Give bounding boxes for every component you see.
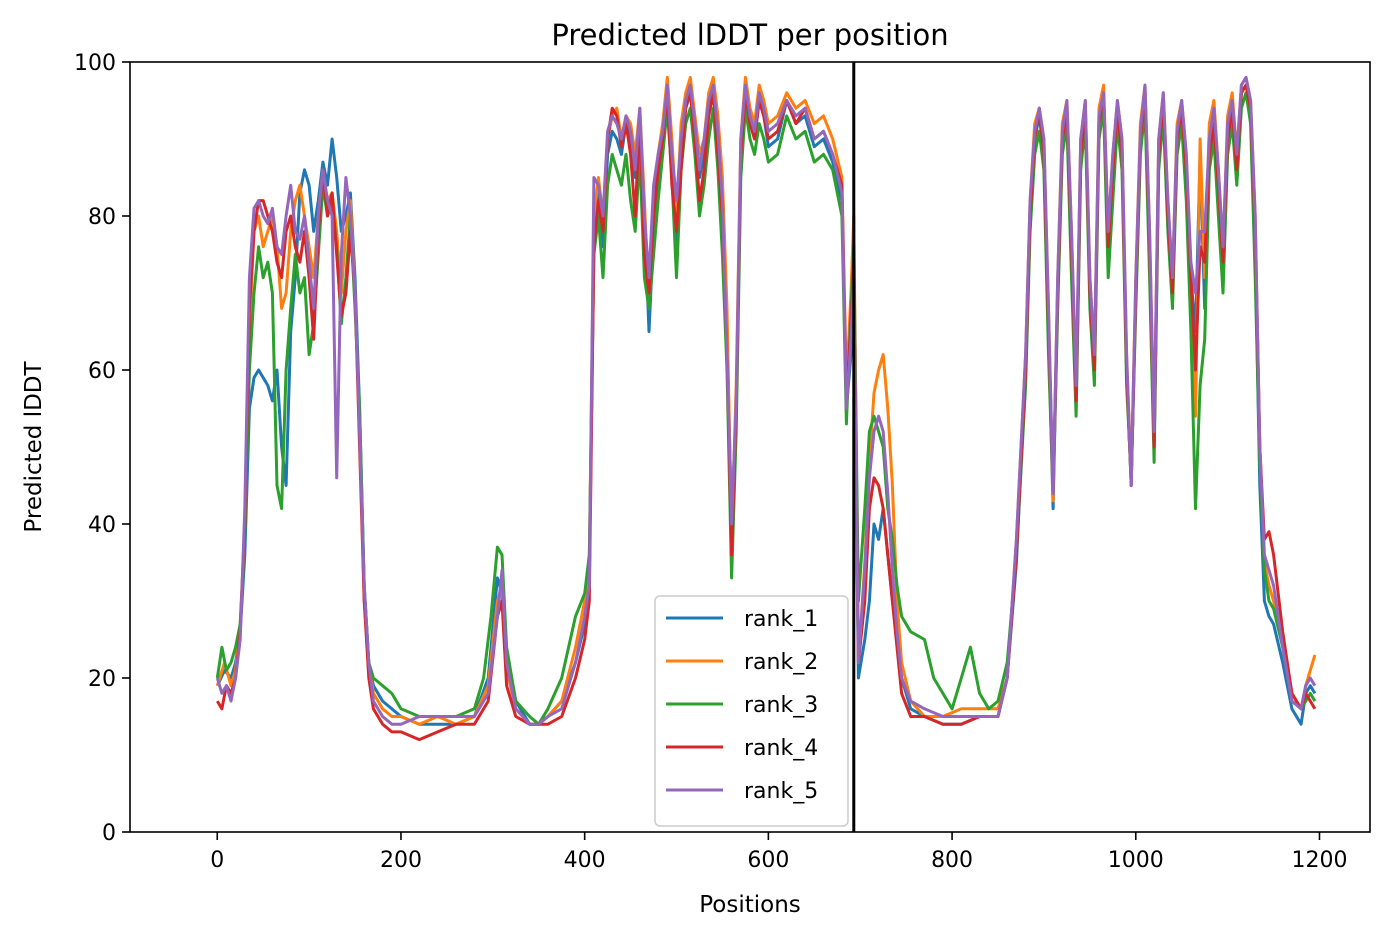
- series-line-rank-5: [215, 75, 1317, 726]
- y-tick-label: 100: [74, 51, 116, 76]
- y-tick-label: 80: [88, 205, 116, 230]
- chart-title: Predicted lDDT per position: [551, 18, 948, 52]
- x-tick-label: 200: [380, 848, 422, 873]
- legend-label: rank_2: [744, 650, 818, 675]
- legend-label: rank_4: [744, 736, 818, 761]
- legend-item: rank_3: [666, 693, 818, 718]
- legend-item: rank_5: [666, 779, 818, 804]
- x-tick-label: 0: [210, 848, 224, 873]
- legend-item: rank_2: [666, 650, 818, 675]
- y-tick-label: 0: [102, 821, 116, 846]
- plot-frame: [129, 61, 1371, 833]
- legend-box: [654, 595, 849, 827]
- legend-label: rank_5: [744, 779, 818, 804]
- legend-item: rank_4: [666, 736, 818, 761]
- y-tick-label: 60: [88, 359, 116, 384]
- x-tick-label: 600: [747, 848, 789, 873]
- series-layer: [215, 75, 1317, 742]
- y-tick-label: 40: [88, 513, 116, 538]
- y-axis: 0 20 40 60 80 100: [74, 51, 130, 846]
- x-tick-label: 1200: [1291, 848, 1347, 873]
- legend-label: rank_3: [744, 693, 818, 718]
- legend-label: rank_1: [744, 607, 818, 632]
- legend-item: rank_1: [666, 607, 818, 632]
- y-axis-label: Predicted lDDT: [21, 360, 47, 532]
- x-axis-label: Positions: [699, 892, 801, 918]
- legend: rank_1 rank_2 rank_3 rank_4 rank_5: [654, 595, 849, 827]
- x-axis: 0 200 400 600 800 1000 1200: [210, 832, 1347, 873]
- x-tick-label: 800: [931, 848, 973, 873]
- x-tick-label: 400: [564, 848, 606, 873]
- y-tick-label: 20: [88, 667, 116, 692]
- x-tick-label: 1000: [1108, 848, 1164, 873]
